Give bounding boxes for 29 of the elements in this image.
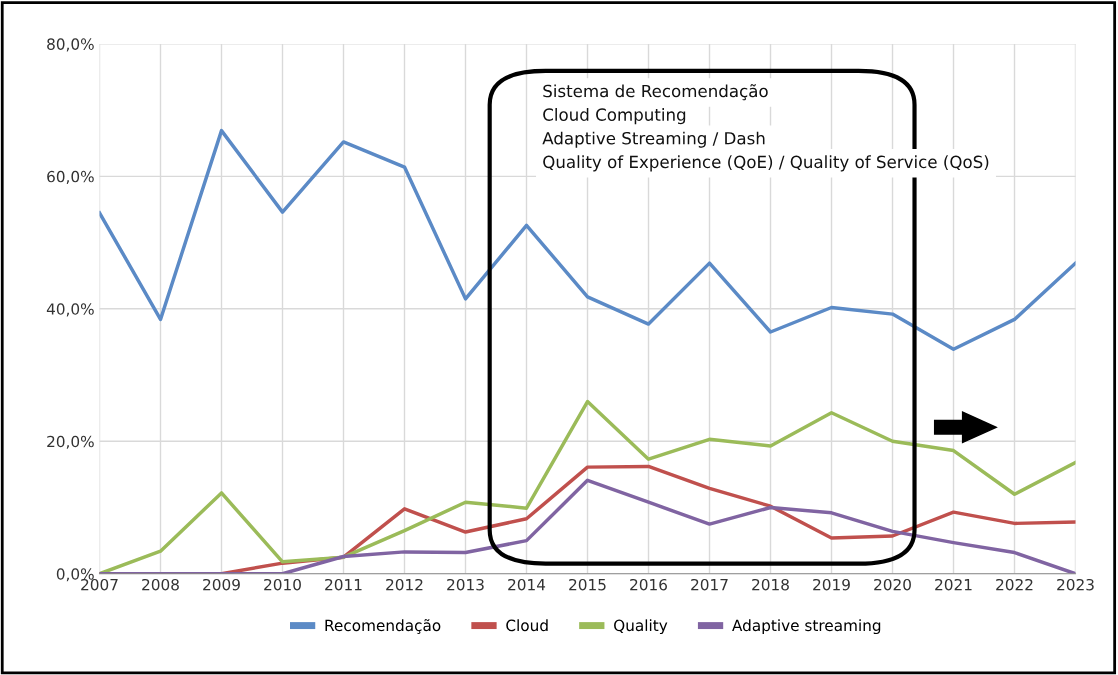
y-tick-label: 80,0%: [47, 38, 94, 52]
x-tick-label: 2010: [264, 578, 301, 591]
x-tick-label: 2019: [813, 578, 850, 591]
annotation: Quality of Experience (QoE) / Quality of Service (QoS): [543, 155, 989, 172]
x-tick-label: 2017: [691, 578, 728, 591]
x-tick-label: 2021: [935, 578, 972, 591]
x-tick-label: 2018: [752, 578, 789, 591]
annotation: Adaptive Streaming / Dash: [542, 131, 765, 148]
x-tick-label: 2011: [325, 578, 362, 591]
legend-label: Adaptive streaming: [732, 619, 881, 635]
x-tick-label: 2014: [508, 578, 546, 591]
x-tick-label: 2023: [1057, 578, 1094, 591]
annotation: Sistema de Recomendação: [543, 84, 768, 101]
x-tick-label: 2022: [996, 578, 1033, 591]
y-tick-label: 40,0%: [46, 303, 94, 317]
y-tick-label: 20,0%: [47, 435, 94, 449]
x-tick-label: 2009: [203, 578, 240, 591]
legend-label: Cloud: [506, 619, 548, 632]
legend-label: Recomendação: [325, 619, 441, 634]
x-tick-label: 2020: [874, 578, 911, 591]
annotation: Cloud Computing: [543, 108, 686, 125]
x-tick-label: 2015: [569, 578, 606, 591]
line-series: [99, 128, 1076, 351]
legend-label: Quality: [614, 619, 668, 635]
x-tick-label: 2016: [630, 578, 667, 591]
x-tick-label: 2012: [386, 578, 423, 591]
x-tick-label: 2008: [142, 578, 179, 591]
y-tick-label: 60,0%: [47, 170, 94, 184]
x-tick-label: 2013: [447, 578, 484, 591]
